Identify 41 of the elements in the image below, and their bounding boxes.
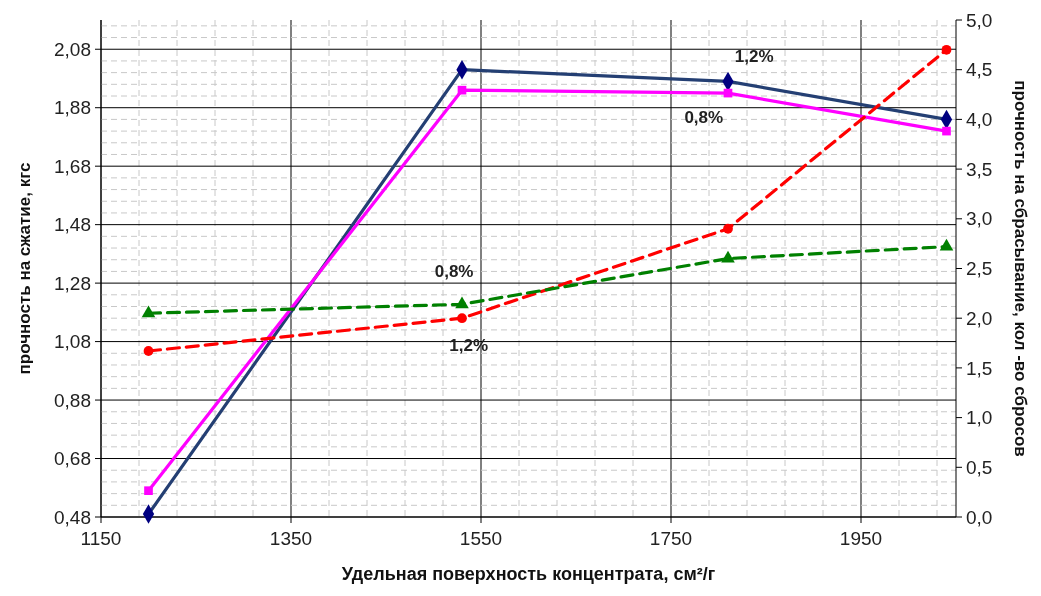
y2-tick-label: 3,0 [966, 208, 993, 230]
x-axis-title: Удельная поверхность концентрата, см²/г [341, 564, 716, 584]
y-tick-label: 0,48 [54, 506, 91, 528]
x-tick-label: 1350 [269, 528, 313, 549]
y-tick-label: 1,88 [54, 97, 91, 119]
y-tick-label: 2,08 [54, 38, 91, 60]
point [457, 313, 467, 324]
y2-tick-label: 1,5 [966, 357, 993, 379]
x-tick-label: 1750 [649, 528, 693, 549]
y2-tick-label: 0,5 [966, 456, 993, 478]
y-tick-label: 1,48 [54, 214, 91, 236]
annotation: 1,2% [734, 46, 774, 66]
annotation: 0,8% [434, 262, 474, 282]
y-tick-label: 0,88 [54, 389, 91, 411]
point [939, 238, 954, 251]
point [141, 305, 156, 318]
y-axis-title: прочность на сжатие, кгс [14, 162, 34, 375]
point [143, 346, 154, 356]
y-tick-label: 1,68 [54, 155, 91, 177]
point [721, 250, 735, 263]
y2-tick-label: 5,0 [966, 9, 993, 31]
y2-tick-label: 4,5 [966, 59, 993, 81]
point [723, 223, 733, 234]
x-tick-label: 1550 [459, 528, 503, 549]
y2-tick-label: 0,0 [966, 506, 993, 528]
point [455, 296, 469, 309]
y2-tick-label: 1,0 [966, 407, 993, 429]
point [144, 486, 153, 496]
point [941, 44, 952, 55]
x-tick-label: 1150 [80, 528, 122, 549]
point [942, 126, 951, 136]
y-tick-label: 0,68 [54, 448, 91, 470]
y-tick-label: 1,28 [54, 272, 91, 294]
y2-tick-label: 4,0 [966, 109, 993, 131]
y-tick-label: 1,08 [54, 331, 91, 353]
y2-axis-title: прочность на сбрасывание, кол -во сбросов [1011, 80, 1031, 457]
y2-tick-label: 2,0 [966, 307, 993, 329]
x-tick-label: 1950 [839, 528, 883, 549]
annotation: 0,8% [684, 107, 724, 127]
y2-tick-label: 3,5 [966, 158, 993, 180]
y2-tick-label: 2,5 [966, 258, 993, 280]
